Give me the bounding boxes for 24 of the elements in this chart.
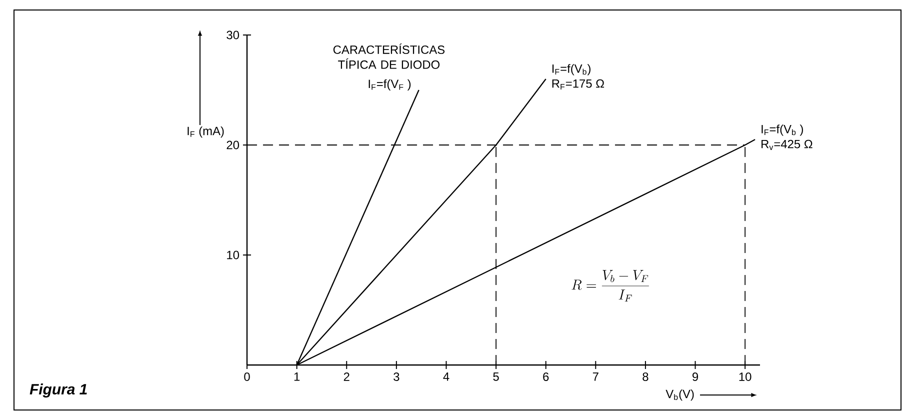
x-tick-label: 9 — [692, 372, 698, 381]
x-axis-title: V$_{b}$(V) — [666, 389, 694, 401]
y-tick-label: 30 — [226, 30, 240, 40]
series-label: I$_{F}$=f(V$_{b}$) — [552, 64, 590, 76]
y-axis-title: I$_{F}$ (mA) — [188, 126, 224, 138]
annotation: CARACTERÍSTICAS TÍPICA DE DIODO — [333, 43, 445, 69]
x-tick-label: 3 — [394, 372, 400, 381]
y-tick-label: 10 — [227, 250, 240, 260]
x-tick-label: 2 — [344, 372, 350, 381]
x-tick-label: 10 — [739, 372, 752, 381]
annotation: R$_{F}$=175 Ω — [552, 79, 604, 90]
x-tick-label: 6 — [543, 372, 549, 381]
annotation: $R=\frac{V_b - V_F}{I_F}$ — [572, 270, 649, 302]
x-tick-label: 8 — [642, 372, 648, 381]
x-tick-label: 0 — [244, 372, 250, 381]
x-tick-label: 4 — [443, 372, 450, 381]
series-label: I$_{F}$=f(V$_{b}$ ) — [762, 124, 803, 136]
x-tick-label: 7 — [592, 372, 598, 381]
x-tick-label: 5 — [493, 372, 499, 381]
text: Figura 1 — [30, 384, 87, 398]
series-label: I$_{F}$=f(V$_{F}$ ) — [368, 79, 411, 90]
x-tick-label: 1 — [294, 372, 300, 381]
y-tick-label: 20 — [226, 140, 240, 150]
text: R$_{v}$=425 Ω — [762, 140, 812, 150]
